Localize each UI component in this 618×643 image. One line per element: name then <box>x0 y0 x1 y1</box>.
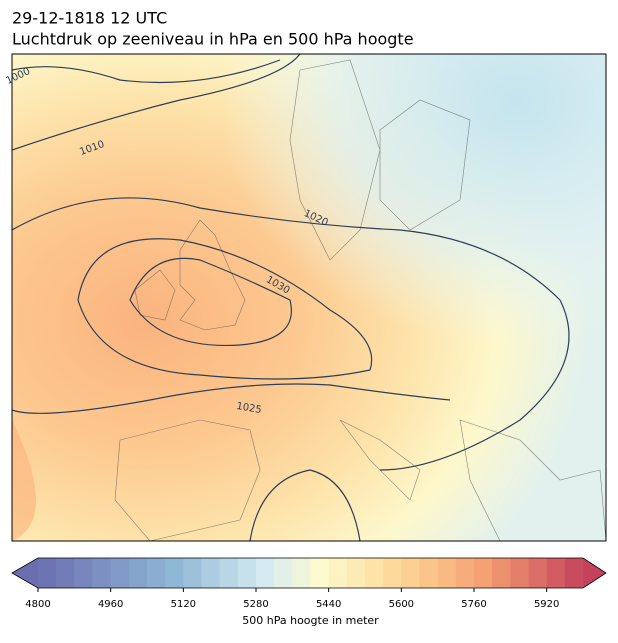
colorbar-band <box>256 558 275 588</box>
coastlines <box>114 59 606 541</box>
colorbar-band <box>110 558 130 588</box>
subtitle: Luchtdruk op zeeniveau in hPa en 500 hPa… <box>12 30 414 49</box>
colorbar-band <box>74 558 93 588</box>
height-field-south <box>12 420 36 541</box>
colorbar-band <box>328 558 348 588</box>
colorbar-tick-label: 4800 <box>25 599 50 610</box>
colorbar-band <box>474 558 493 588</box>
colorbar-band <box>455 558 475 588</box>
colorbar-band <box>274 558 293 588</box>
colorbar-band <box>510 558 529 588</box>
colorbar-band <box>201 558 221 588</box>
height-field-cold <box>12 54 606 541</box>
colorbar-band <box>147 558 166 588</box>
isobars <box>12 54 570 541</box>
colorbar-band <box>38 558 57 588</box>
isobar-label: 1025 <box>235 401 262 416</box>
colorbar-band <box>492 558 511 588</box>
map <box>12 54 606 541</box>
colorbar-band <box>437 558 457 588</box>
colorbar-tick-label: 5600 <box>389 599 414 610</box>
colorbar-band <box>528 558 548 588</box>
colorbar-band <box>237 558 257 588</box>
colorbar-band <box>546 558 566 588</box>
colorbar-under <box>12 558 38 588</box>
title: 29-12-1818 12 UTC <box>12 9 167 28</box>
colorbar-tick-label: 5920 <box>534 599 559 610</box>
colorbar-band <box>346 558 366 588</box>
colorbar-band <box>219 558 239 588</box>
map-frame <box>11 53 607 542</box>
colorbar-band <box>56 558 75 588</box>
colorbar-band <box>401 558 420 588</box>
colorbar-tick-label: 5760 <box>461 599 486 610</box>
colorbar-band <box>365 558 384 588</box>
colorbar-label: 500 hPa hoogte in meter <box>242 614 379 627</box>
colorbar-band <box>419 558 439 588</box>
colorbar-tick-label: 5280 <box>243 599 268 610</box>
colorbar-band <box>310 558 330 588</box>
colorbar-band <box>383 558 402 588</box>
colorbar-band <box>92 558 112 588</box>
colorbar-tick-label: 4960 <box>98 599 123 610</box>
colorbar-band <box>165 558 184 588</box>
colorbar-tick-label: 5440 <box>316 599 341 610</box>
colorbar-tick-label: 5120 <box>171 599 196 610</box>
colorbar-over <box>583 558 606 588</box>
colorbar-band <box>128 558 148 588</box>
colorbar-band <box>183 558 202 588</box>
colorbar-band <box>564 558 584 588</box>
colorbar-band <box>292 558 311 588</box>
